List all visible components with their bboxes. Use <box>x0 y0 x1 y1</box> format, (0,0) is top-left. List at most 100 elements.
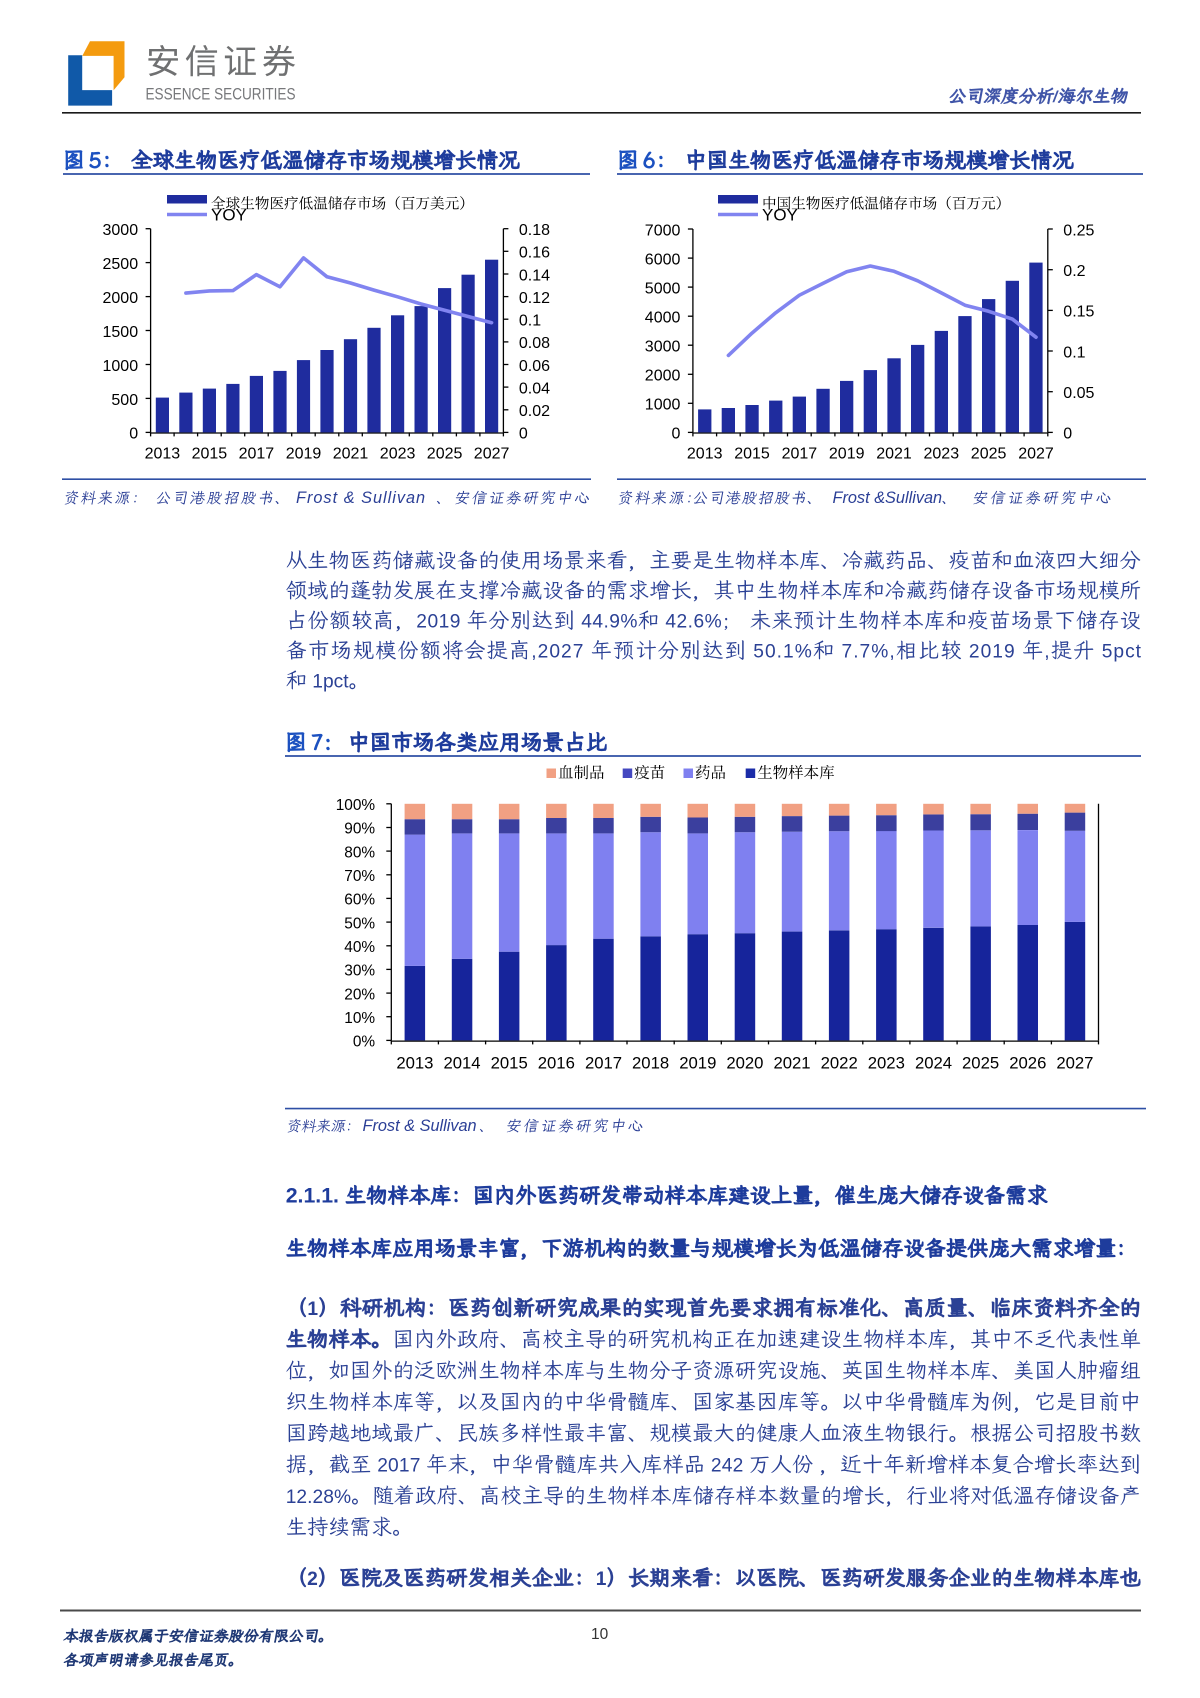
svg-text:0: 0 <box>671 426 680 443</box>
svg-text:2: 2 <box>307 1569 318 1590</box>
svg-text:2023: 2023 <box>868 1053 905 1072</box>
svg-text:2021: 2021 <box>333 445 369 462</box>
svg-text:2015: 2015 <box>734 445 770 462</box>
svg-text:2015: 2015 <box>192 445 228 462</box>
svg-text:42.6%: 42.6% <box>665 612 722 633</box>
svg-text:2021: 2021 <box>876 445 912 462</box>
svg-text:50.1%: 50.1% <box>753 642 813 663</box>
svg-text:0.14: 0.14 <box>519 267 550 284</box>
svg-text:2017: 2017 <box>585 1053 622 1072</box>
svg-text:0: 0 <box>129 426 138 443</box>
svg-text:0: 0 <box>519 426 528 443</box>
svg-text:3000: 3000 <box>645 339 681 356</box>
svg-text:2018: 2018 <box>632 1053 669 1072</box>
svg-text:0.12: 0.12 <box>519 290 550 307</box>
svg-text:&Sullivan: &Sullivan <box>874 489 942 507</box>
svg-text:0.16: 0.16 <box>519 245 550 262</box>
svg-text:2019: 2019 <box>829 445 865 462</box>
svg-text:40%: 40% <box>344 939 375 956</box>
svg-text:50%: 50% <box>344 915 375 932</box>
svg-text:0.04: 0.04 <box>519 380 550 397</box>
svg-text:0: 0 <box>1063 426 1072 443</box>
svg-text:0.05: 0.05 <box>1063 385 1094 402</box>
svg-text:2013: 2013 <box>145 445 181 462</box>
svg-text:Sullivan: Sullivan <box>420 1117 477 1135</box>
svg-text:0%: 0% <box>353 1034 376 1051</box>
svg-text:2024: 2024 <box>915 1053 952 1072</box>
svg-text:60%: 60% <box>344 892 375 909</box>
svg-text:0.2: 0.2 <box>1063 263 1085 280</box>
svg-text:2023: 2023 <box>924 445 960 462</box>
svg-text:Frost: Frost <box>296 489 339 507</box>
svg-text:2025: 2025 <box>971 445 1007 462</box>
svg-text:2019: 2019 <box>969 642 1016 663</box>
svg-text:5pct: 5pct <box>1102 642 1142 663</box>
svg-text:3000: 3000 <box>103 222 139 239</box>
svg-text:&: & <box>344 489 356 507</box>
svg-text:2500: 2500 <box>103 256 139 273</box>
svg-text:ESSENCE SECURITIES: ESSENCE SECURITIES <box>146 86 296 104</box>
svg-text:2022: 2022 <box>821 1053 858 1072</box>
svg-text:0.18: 0.18 <box>519 222 550 239</box>
svg-text:100%: 100% <box>336 797 376 814</box>
svg-text:2013: 2013 <box>396 1053 433 1072</box>
svg-text:242: 242 <box>711 1456 744 1477</box>
svg-text:2027: 2027 <box>1018 445 1054 462</box>
svg-text:70%: 70% <box>344 868 375 885</box>
svg-text:,2027: ,2027 <box>531 642 584 663</box>
svg-text:1: 1 <box>307 1299 318 1320</box>
svg-text:2016: 2016 <box>538 1053 575 1072</box>
svg-text:30%: 30% <box>344 963 375 980</box>
svg-text:1500: 1500 <box>103 324 139 341</box>
svg-text:2015: 2015 <box>491 1053 528 1072</box>
svg-text:2017: 2017 <box>782 445 818 462</box>
svg-text:Frost: Frost <box>833 489 872 507</box>
svg-text:10: 10 <box>591 1626 609 1643</box>
svg-text:2019: 2019 <box>286 445 322 462</box>
svg-text:90%: 90% <box>344 821 375 838</box>
svg-text:7.7%,: 7.7%, <box>842 642 896 663</box>
svg-text:1000: 1000 <box>645 397 681 414</box>
svg-text:12.28%: 12.28% <box>286 1487 351 1508</box>
svg-text:Sullivan: Sullivan <box>361 489 426 507</box>
svg-text:5000: 5000 <box>645 280 681 297</box>
svg-text:44.9%: 44.9% <box>581 612 638 633</box>
svg-text:7000: 7000 <box>645 222 681 239</box>
svg-text:6000: 6000 <box>645 251 681 268</box>
svg-text:0.08: 0.08 <box>519 335 550 352</box>
svg-text:2000: 2000 <box>645 368 681 385</box>
svg-text:500: 500 <box>111 392 138 409</box>
svg-text:Frost: Frost <box>363 1117 402 1135</box>
svg-text:0.1: 0.1 <box>519 313 541 330</box>
svg-text:2019: 2019 <box>679 1053 716 1072</box>
svg-text:2021: 2021 <box>773 1053 810 1072</box>
svg-text:2017: 2017 <box>377 1456 420 1477</box>
svg-text:2017: 2017 <box>239 445 275 462</box>
svg-text:2025: 2025 <box>962 1053 999 1072</box>
svg-text:2023: 2023 <box>380 445 416 462</box>
svg-text:0.06: 0.06 <box>519 358 550 375</box>
svg-text:20%: 20% <box>344 986 375 1003</box>
svg-text:1000: 1000 <box>103 358 139 375</box>
svg-text:80%: 80% <box>344 844 375 861</box>
svg-text:2014: 2014 <box>443 1053 480 1072</box>
svg-text:/: / <box>1052 89 1059 106</box>
svg-text:0.25: 0.25 <box>1063 222 1094 239</box>
svg-text:0.1: 0.1 <box>1063 344 1085 361</box>
svg-text:1: 1 <box>596 1569 607 1590</box>
svg-text:2026: 2026 <box>1009 1053 1046 1072</box>
svg-text:2025: 2025 <box>427 445 463 462</box>
svg-text:2027: 2027 <box>474 445 510 462</box>
svg-text:YOY: YOY <box>211 206 247 225</box>
svg-text:2019: 2019 <box>416 612 461 633</box>
svg-text:2000: 2000 <box>103 290 139 307</box>
svg-text:2.1.1.: 2.1.1. <box>286 1184 339 1208</box>
svg-text:YOY: YOY <box>762 206 798 225</box>
svg-text:10%: 10% <box>344 1010 375 1027</box>
svg-text:,: , <box>1044 642 1050 663</box>
svg-text:&: & <box>404 1117 415 1135</box>
svg-text:0.15: 0.15 <box>1063 304 1094 321</box>
svg-text:2020: 2020 <box>726 1053 763 1072</box>
svg-text:2027: 2027 <box>1056 1053 1093 1072</box>
svg-text:1pct: 1pct <box>312 672 349 693</box>
